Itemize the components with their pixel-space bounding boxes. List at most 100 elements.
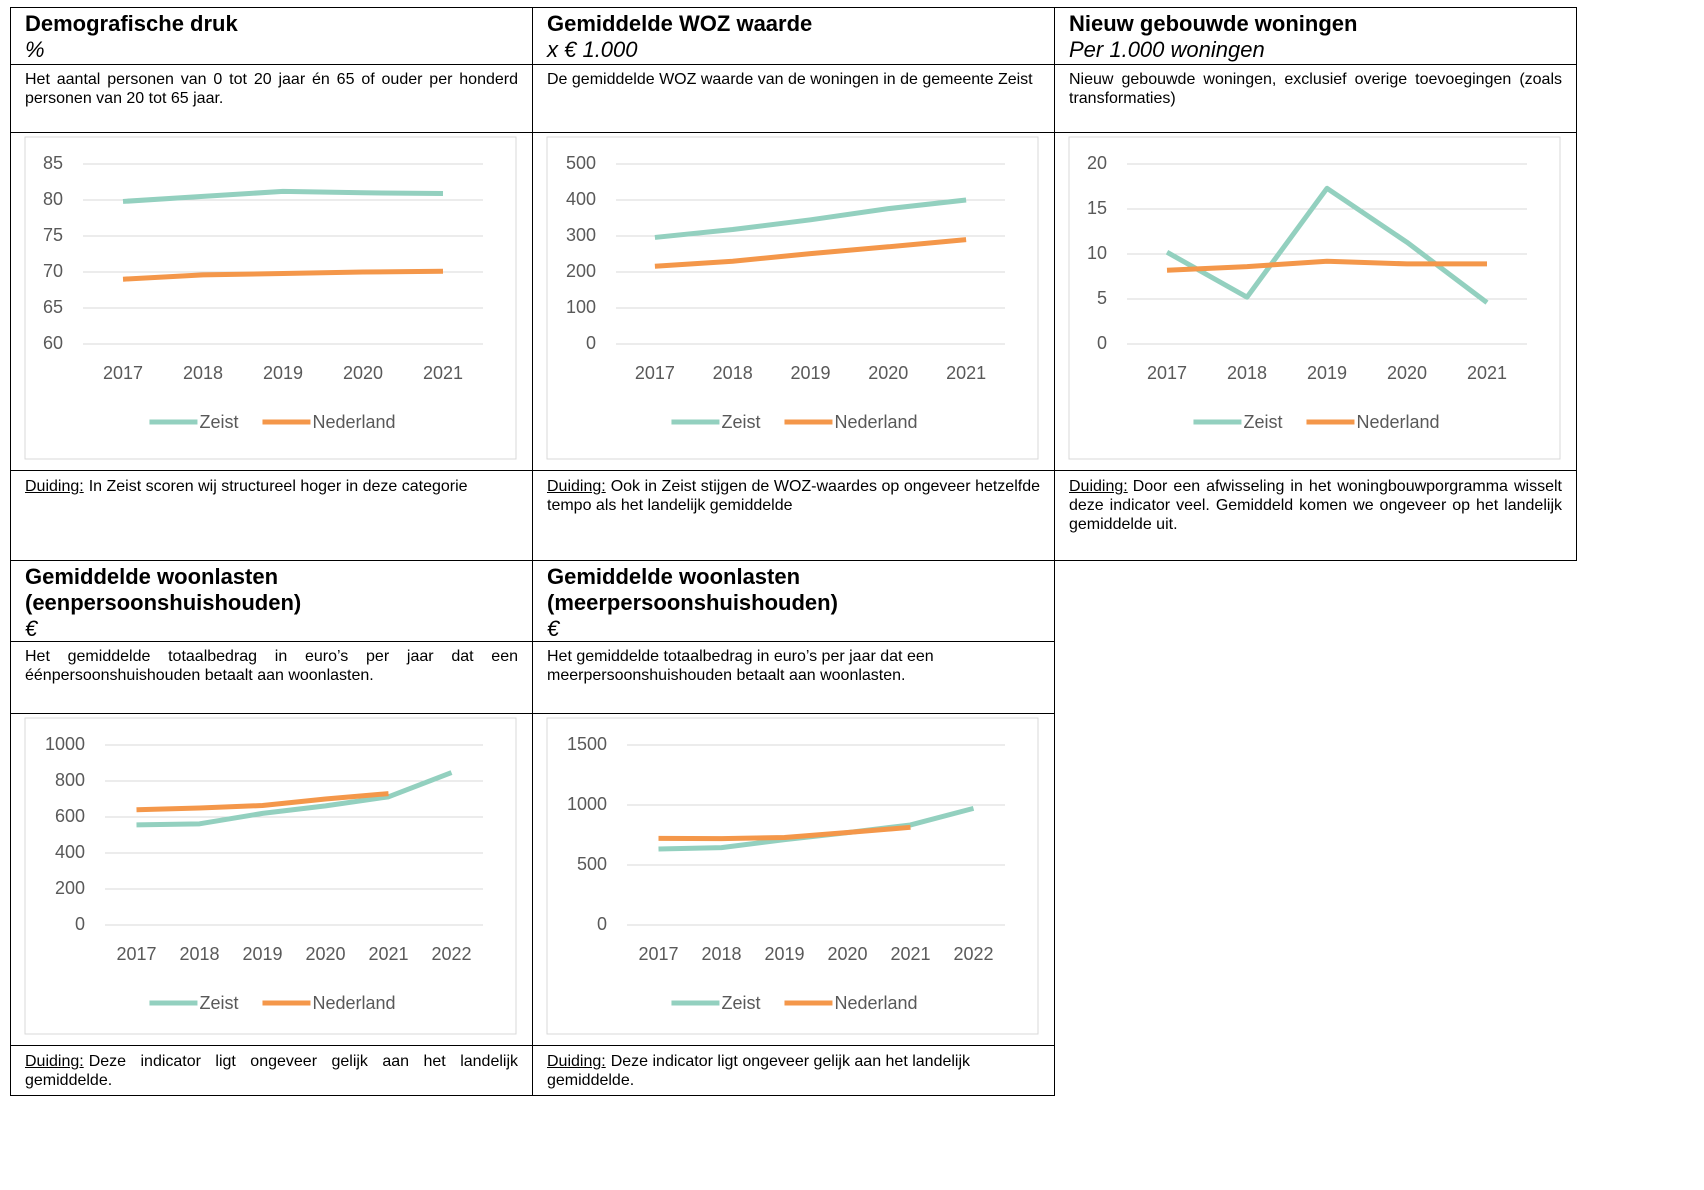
panel-description: Het gemiddelde totaalbedrag in euro’s pe…: [10, 641, 533, 714]
y-tick-label: 60: [43, 333, 63, 353]
chart-cell: 0 100 200 300 400 500 2017 2018 2019 2020 2021 Zeis…: [532, 132, 1055, 471]
panel-header: Gemiddelde woonlasten (meerpersoonshuish…: [532, 560, 1055, 642]
y-tick-label: 400: [55, 842, 85, 862]
legend-label: Nederland: [834, 412, 917, 432]
x-tick-label: 2017: [116, 944, 156, 964]
note-text: Deze indicator ligt ongeveer gelijk aan …: [547, 1053, 971, 1089]
x-tick-label: 2018: [713, 363, 753, 383]
panel-note: Duiding: Deze indicator ligt ongeveer gel…: [532, 1045, 1055, 1096]
chart-frame: [546, 717, 1039, 1035]
x-tick-label: 2020: [1387, 363, 1427, 383]
x-tick-label: 2018: [1227, 363, 1267, 383]
legend-label: Nederland: [312, 412, 395, 432]
panel-unit: Per 1.000 woningen: [1069, 37, 1265, 62]
x-tick-label: 2021: [890, 944, 930, 964]
y-tick-label: 5: [1097, 288, 1107, 308]
panel-note: Duiding: Ook in Zeist stijgen de WOZ-waar…: [532, 470, 1055, 561]
data-line: [1165, 185, 1489, 305]
y-tick-label: 1000: [567, 794, 607, 814]
y-tick-label: 1000: [45, 734, 85, 754]
x-tick-label: 2018: [183, 363, 223, 383]
note-label: Duiding:: [25, 478, 84, 495]
legend: Zeist Nederland: [671, 412, 918, 432]
x-tick-label: 2018: [179, 944, 219, 964]
x-tick-label: 2019: [263, 363, 303, 383]
panel-title: Gemiddelde woonlasten (meerpersoonshuish…: [547, 564, 838, 615]
data-line: [1166, 258, 1487, 273]
panel-description: Het gemiddelde totaalbedrag in euro’s pe…: [532, 641, 1055, 714]
data-line: [122, 268, 444, 282]
y-tick-label: 800: [55, 770, 85, 790]
x-tick-label: 2020: [827, 944, 867, 964]
y-tick-label: 500: [577, 854, 607, 874]
chart: 0 200 400 600 800 1000 2017 2018 2019 2020 2021 202…: [24, 717, 517, 1035]
x-tick-label: 2018: [701, 944, 741, 964]
x-tick-label: 2017: [1147, 363, 1187, 383]
x-tick-label: 2021: [1467, 363, 1507, 383]
chart-frame: [24, 136, 517, 460]
data-line: [122, 188, 444, 204]
description-text: De gemiddelde WOZ waarde van de woningen…: [547, 71, 1033, 88]
x-tick-label: 2017: [103, 363, 143, 383]
panel-header: Nieuw gebouwde woningen Per 1.000 woninge…: [1054, 7, 1577, 65]
x-tick-label: 2020: [868, 363, 908, 383]
x-tick-label: 2020: [343, 363, 383, 383]
y-tick-label: 200: [55, 878, 85, 898]
y-tick-label: 0: [586, 333, 596, 353]
y-tick-label: 85: [43, 153, 63, 173]
note-text: Door een afwisseling in het woningbouwpo…: [1069, 478, 1562, 533]
y-tick-label: 100: [566, 297, 596, 317]
chart: 0 500 1000 1500 2017 2018 2019 2020 2021 2022 Zeis…: [546, 717, 1039, 1035]
data-line: [654, 237, 967, 269]
x-tick-label: 2021: [946, 363, 986, 383]
panel-description: Nieuw gebouwde woningen, exclusief overi…: [1054, 64, 1577, 133]
panel-title: Gemiddelde woonlasten (eenpersoonshuisho…: [25, 564, 302, 615]
y-tick-label: 70: [43, 261, 63, 281]
panel-title: Gemiddelde WOZ waarde: [547, 11, 813, 36]
panel-unit: %: [25, 37, 45, 62]
y-tick-label: 300: [566, 225, 596, 245]
panel-title: Demografische druk: [25, 11, 238, 36]
x-tick-label: 2022: [431, 944, 471, 964]
legend-label: Zeist: [721, 993, 760, 1013]
chart-cell: 0 5 10 15 20 2017 2018 2019 2020 2021 Zeist Nederla…: [1054, 132, 1577, 471]
y-tick-label: 10: [1087, 243, 1107, 263]
note-label: Duiding:: [547, 1053, 606, 1070]
panel-header: Demografische druk%: [10, 7, 533, 65]
note-label: Duiding:: [547, 478, 606, 495]
y-tick-label: 0: [1097, 333, 1107, 353]
note-text: Ook in Zeist stijgen de WOZ-waardes op o…: [547, 478, 1040, 514]
data-line: [136, 791, 389, 813]
note-label: Duiding:: [25, 1053, 84, 1070]
panel-unit: €: [25, 616, 38, 641]
legend: Zeist Nederland: [671, 993, 918, 1013]
panel-title: Nieuw gebouwde woningen: [1069, 11, 1358, 36]
y-tick-label: 15: [1087, 198, 1107, 218]
x-tick-label: 2019: [1307, 363, 1347, 383]
x-tick-label: 2019: [764, 944, 804, 964]
chart: 0 100 200 300 400 500 2017 2018 2019 2020 2021 Zeis…: [546, 136, 1039, 460]
panel-header: Gemiddelde WOZ waarde x € 1.000: [532, 7, 1055, 65]
chart-cell: 0 500 1000 1500 2017 2018 2019 2020 2021 2022 Zeis…: [532, 713, 1055, 1046]
data-line: [658, 805, 975, 852]
chart-cell: 0 200 400 600 800 1000 2017 2018 2019 2020 2021 202…: [10, 713, 533, 1046]
description-text: Het gemiddelde totaalbedrag in euro’s pe…: [547, 648, 934, 684]
legend-label: Zeist: [1243, 412, 1282, 432]
legend-label: Zeist: [721, 412, 760, 432]
chart: 0 5 10 15 20 2017 2018 2019 2020 2021 Zeist Nederla…: [1068, 136, 1561, 460]
note-label: Duiding:: [1069, 478, 1128, 495]
y-tick-label: 0: [75, 914, 85, 934]
x-tick-label: 2017: [638, 944, 678, 964]
panel-note: Duiding: In Zeist scoren wij structureel …: [10, 470, 533, 561]
y-tick-label: 80: [43, 189, 63, 209]
legend-label: Zeist: [199, 412, 238, 432]
x-tick-label: 2020: [305, 944, 345, 964]
panel-unit: €: [547, 616, 560, 641]
panel-header: Gemiddelde woonlasten (eenpersoonshuisho…: [10, 560, 533, 642]
legend-label: Nederland: [312, 993, 395, 1013]
data-line: [136, 770, 453, 828]
chart-frame: [24, 717, 517, 1035]
panel-unit: x € 1.000: [547, 37, 638, 62]
description-text: Nieuw gebouwde woningen, exclusief overi…: [1069, 71, 1562, 107]
